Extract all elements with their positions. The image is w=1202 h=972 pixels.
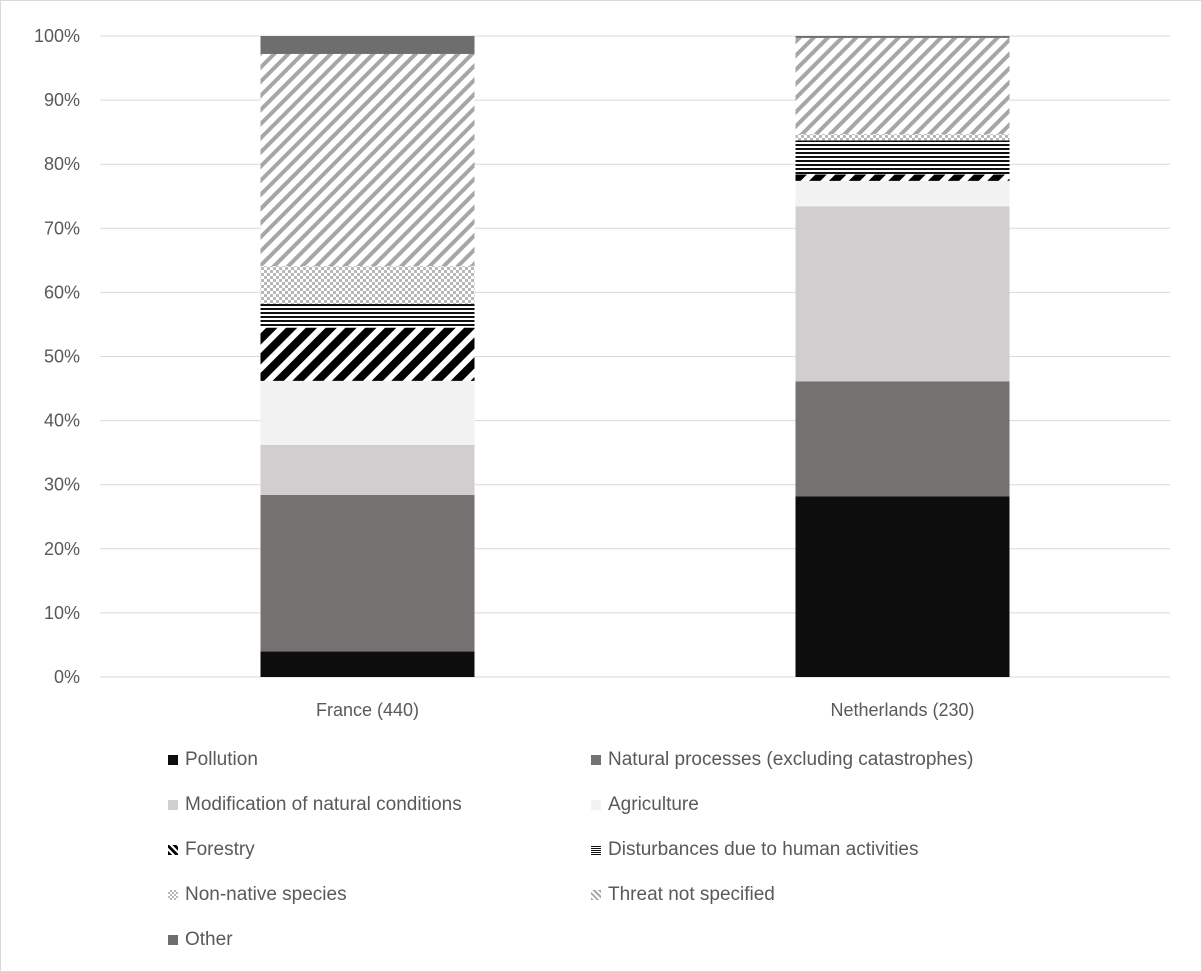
legend-label: Agriculture bbox=[608, 794, 699, 815]
x-category-label: Netherlands (230) bbox=[830, 700, 974, 720]
y-tick-label: 0% bbox=[54, 667, 80, 687]
bar-segment bbox=[260, 327, 475, 381]
y-axis-ticks: 0% 10% 20% 30% 40% 50% 60% 70% 80% 90% 100% bbox=[34, 26, 80, 687]
y-tick-label: 40% bbox=[44, 411, 80, 431]
legend-swatch bbox=[168, 890, 178, 900]
legend-item: Disturbances due to human activities bbox=[591, 832, 919, 868]
bar-segment bbox=[260, 266, 475, 304]
stacked-bar-chart: 0% 10% 20% 30% 40% 50% 60% 70% 80% 90% 100% France… bbox=[34, 26, 1170, 720]
bar-segment bbox=[260, 36, 475, 54]
legend-item: Modification of natural conditions bbox=[168, 787, 462, 823]
bar-segment bbox=[260, 53, 475, 267]
bar-segment bbox=[795, 206, 1010, 382]
bar-segment bbox=[795, 140, 1010, 175]
y-tick-label: 60% bbox=[44, 282, 80, 302]
bar-segment bbox=[260, 303, 475, 328]
bar-segment bbox=[795, 134, 1010, 141]
bars bbox=[260, 36, 1010, 677]
x-axis-categories: France (440) Netherlands (230) bbox=[316, 700, 975, 720]
legend-swatch bbox=[591, 755, 601, 765]
bar-segment bbox=[795, 180, 1010, 207]
y-tick-label: 70% bbox=[44, 218, 80, 238]
bar-segment bbox=[260, 494, 475, 652]
bar-segment bbox=[795, 496, 1010, 677]
y-tick-label: 10% bbox=[44, 603, 80, 623]
legend-item: Threat not specified bbox=[591, 877, 775, 913]
bar-segment bbox=[795, 36, 1010, 38]
legend-swatch bbox=[168, 755, 178, 765]
bar-segment bbox=[795, 174, 1010, 181]
legend-swatch bbox=[168, 800, 178, 810]
bar-segment bbox=[260, 651, 475, 677]
x-category-label: France (440) bbox=[316, 700, 419, 720]
legend-label: Pollution bbox=[185, 749, 258, 770]
legend-label: Forestry bbox=[185, 839, 255, 860]
bar-segment bbox=[260, 444, 475, 495]
y-tick-label: 80% bbox=[44, 154, 80, 174]
legend-item: Agriculture bbox=[591, 787, 699, 823]
y-tick-label: 50% bbox=[44, 347, 80, 367]
y-tick-label: 30% bbox=[44, 475, 80, 495]
legend-item: Forestry bbox=[168, 832, 255, 868]
bar-segment bbox=[795, 37, 1010, 135]
bar-segment bbox=[795, 381, 1010, 497]
legend-label: Threat not specified bbox=[608, 884, 775, 905]
legend-label: Other bbox=[185, 929, 233, 950]
legend-swatch bbox=[168, 845, 178, 855]
legend-item: Pollution bbox=[168, 742, 258, 778]
bar-segment bbox=[260, 380, 475, 445]
y-tick-label: 100% bbox=[34, 26, 80, 46]
legend-label: Natural processes (excluding catastrophe… bbox=[608, 749, 974, 770]
legend-label: Disturbances due to human activities bbox=[608, 839, 919, 860]
legend-item: Non-native species bbox=[168, 877, 347, 913]
legend-item: Natural processes (excluding catastrophe… bbox=[591, 742, 973, 778]
legend-item: Other bbox=[168, 922, 233, 958]
legend-label: Modification of natural conditions bbox=[185, 794, 462, 815]
legend-swatch bbox=[591, 890, 601, 900]
legend-swatch bbox=[168, 935, 178, 945]
y-tick-label: 20% bbox=[44, 539, 80, 559]
y-tick-label: 90% bbox=[44, 90, 80, 110]
legend-label: Non-native species bbox=[185, 884, 347, 905]
legend-swatch bbox=[591, 845, 601, 855]
legend-swatch bbox=[591, 800, 601, 810]
